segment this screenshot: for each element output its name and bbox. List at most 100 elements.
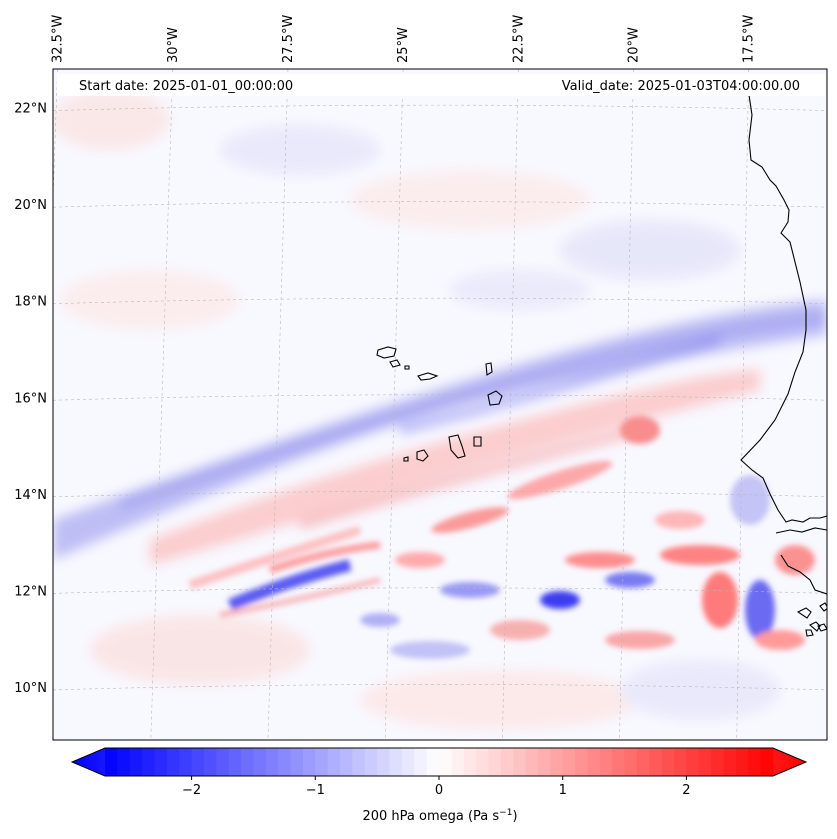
island-boa-vista	[487, 390, 503, 406]
colorbar-step	[575, 748, 588, 776]
colorbar-step	[500, 748, 514, 776]
colorbar-step	[166, 748, 180, 776]
colorbar-step	[562, 748, 576, 776]
omega-red-band	[150, 370, 760, 565]
colorbar-step	[587, 748, 601, 776]
latitude-labels: 22°N 20°N 18°N 16°N 14°N 12°N 10°N	[14, 102, 47, 696]
gridline-lat	[53, 394, 827, 401]
colorbar-step	[624, 748, 638, 776]
colorbar-step	[352, 748, 366, 776]
lat-tick-label: 22°N	[14, 102, 47, 117]
colorbar-step	[537, 748, 551, 776]
omega-field	[53, 90, 827, 730]
colorbar-label: 200 hPa omega (Pa s−1)	[362, 808, 517, 824]
map-frame	[52, 68, 828, 741]
omega-southern-cells	[188, 416, 815, 659]
valid-date-label: Valid_date: 2025-01-03T04:00:00.00	[562, 79, 800, 94]
colorbar-tick-label: −2	[182, 783, 201, 798]
lat-tick-label: 16°N	[14, 391, 47, 406]
lon-tick-label: 27.5°W	[281, 15, 296, 63]
colorbar-step	[414, 748, 428, 776]
island-brava	[403, 456, 409, 462]
colorbar-step	[612, 748, 625, 776]
omega-blue-band	[53, 300, 827, 560]
bijagos-islands	[796, 602, 827, 637]
island-sao-nicolau	[417, 372, 439, 381]
colorbar-steps	[105, 748, 774, 776]
colorbar-step	[488, 748, 502, 776]
gridlines	[53, 69, 827, 740]
africa-coastline	[740, 94, 827, 523]
lon-tick-label: 20°W	[627, 27, 642, 63]
island-maio	[473, 436, 482, 447]
island-santa-luzia	[404, 365, 410, 370]
lat-tick-label: 14°N	[14, 488, 47, 503]
guinea-bissau-coast	[780, 554, 827, 595]
colorbar-tick-label: 1	[559, 783, 567, 798]
lon-tick-label: 22.5°W	[511, 15, 526, 63]
lat-tick-label: 12°N	[14, 584, 47, 599]
colorbar-ticks: −2 −1 0 1 2	[182, 776, 691, 798]
island-sao-vicente	[389, 359, 401, 368]
colorbar-step	[228, 748, 242, 776]
colorbar-step	[179, 748, 192, 776]
gambia-coast	[775, 527, 827, 534]
colorbar-step	[315, 748, 329, 776]
colorbar-step	[760, 748, 774, 776]
gridline-lon	[502, 69, 519, 740]
colorbar-step	[451, 748, 465, 776]
omega-background-texture	[53, 90, 780, 730]
colorbar-step	[513, 748, 526, 776]
colorbar-step	[711, 748, 724, 776]
lon-tick-label: 32.5°W	[51, 15, 66, 63]
colorbar-step	[401, 748, 415, 776]
colorbar-step	[253, 748, 267, 776]
gridline-lat	[53, 104, 827, 111]
gridline-lon	[384, 69, 404, 740]
gridline-lat	[53, 297, 827, 305]
colorbar-step	[290, 748, 304, 776]
colorbar-step	[154, 748, 168, 776]
colorbar-step	[463, 748, 477, 776]
colorbar-step	[191, 748, 205, 776]
colorbar-step	[327, 748, 341, 776]
gridline-lon	[150, 69, 174, 740]
colorbar-step	[550, 748, 564, 776]
colorbar-step	[105, 748, 118, 776]
colorbar-step	[723, 748, 737, 776]
island-santiago	[448, 434, 466, 459]
colorbar-step	[748, 748, 762, 776]
colorbar-step	[340, 748, 353, 776]
colorbar-step	[278, 748, 291, 776]
gridline-lon	[736, 69, 749, 740]
colorbar-tick-label: 2	[682, 783, 690, 798]
island-santo-antao	[376, 346, 397, 359]
colorbar-step	[241, 748, 254, 776]
header-strip	[57, 74, 825, 96]
colorbar-step	[636, 748, 650, 776]
colorbar-step	[476, 748, 489, 776]
colorbar-outline	[70, 747, 808, 777]
colorbar-step	[686, 748, 700, 776]
start-date-label: Start date: 2025-01-01_00:00:00	[79, 79, 293, 94]
gridline-lat	[53, 491, 827, 498]
colorbar-step	[649, 748, 663, 776]
colorbar-step	[377, 748, 390, 776]
island-sal	[485, 362, 493, 376]
colorbar: −2 −1 0 1 2 200 hPa omega (Pa s−1)	[70, 747, 808, 824]
colorbar-step	[203, 748, 217, 776]
colorbar-step	[117, 748, 131, 776]
colorbar-step	[735, 748, 749, 776]
colorbar-step	[389, 748, 403, 776]
colorbar-step	[698, 748, 712, 776]
gridline-lon	[267, 69, 289, 740]
map-panel: Start date: 2025-01-01_00:00:00 Valid_da…	[14, 15, 828, 741]
gridline-lat	[53, 587, 827, 594]
colorbar-step	[216, 748, 230, 776]
lon-tick-label: 17.5°W	[742, 15, 757, 63]
colorbar-step	[661, 748, 675, 776]
colorbar-tick-label: −1	[306, 783, 325, 798]
colorbar-step	[599, 748, 613, 776]
